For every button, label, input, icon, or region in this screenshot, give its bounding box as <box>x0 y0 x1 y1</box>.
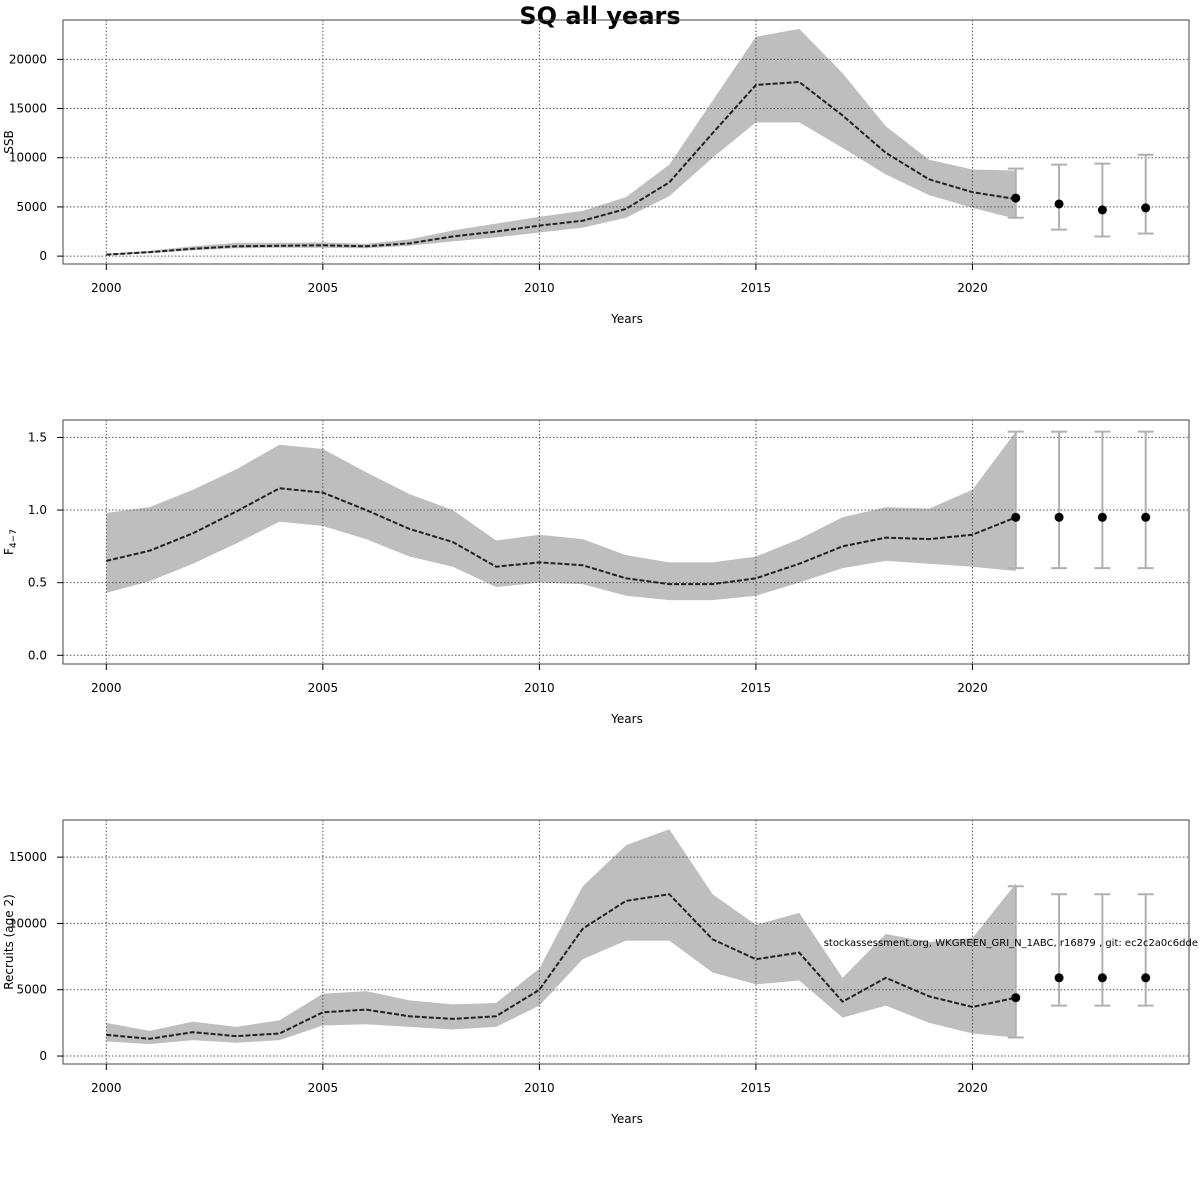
x-tick-label: 2000 <box>91 1081 122 1095</box>
plot-frame <box>62 19 1190 265</box>
watermark-text: stockassessment.org, WKGREEN_GRI_N_1ABC,… <box>824 938 1198 949</box>
y-tick-label: 20000 <box>9 52 47 66</box>
y-tick-label: 1.0 <box>28 503 47 517</box>
estimate-line <box>106 893 1016 1040</box>
plot-frame <box>62 819 1190 1065</box>
y-axis-label-main: F <box>2 548 16 555</box>
x-tick-label: 2015 <box>741 1081 772 1095</box>
y-tick-label: 10000 <box>9 151 47 165</box>
x-axis-label: Years <box>610 712 643 726</box>
y-tick-label: 0.0 <box>28 648 47 662</box>
x-axis-label: Years <box>610 1112 643 1126</box>
forecast-point <box>1097 512 1107 522</box>
panel-1: 2000 2005 2010 2015 2020 0 5000 10000 15000 20000… <box>2 19 1190 326</box>
x-tick-label: 2005 <box>308 281 339 295</box>
confidence-band <box>106 28 1016 256</box>
forecast-point <box>1011 512 1021 522</box>
x-tick-label: 2005 <box>308 1081 339 1095</box>
y-tick-label: 1.5 <box>28 430 47 444</box>
estimate-line <box>106 80 1016 256</box>
y-tick-label: 10000 <box>9 916 47 930</box>
forecast-point <box>1141 973 1151 983</box>
y-axis-label-subscript: 4−7 <box>9 529 19 548</box>
x-tick-label: 2015 <box>741 681 772 695</box>
y-tick-label: 15000 <box>9 102 47 116</box>
forecast-point <box>1097 205 1107 215</box>
x-tick-label: 2015 <box>741 281 772 295</box>
forecast-point <box>1011 193 1021 203</box>
estimate-line <box>106 487 1017 586</box>
panel-3: 2000 2005 2010 2015 2020 0 5000 10000 15000 Years… <box>2 819 1190 1126</box>
confidence-band <box>106 431 1016 601</box>
x-tick-label: 2010 <box>524 281 555 295</box>
y-axis-label: Recruits (age 2) <box>2 894 16 990</box>
x-tick-label: 2020 <box>957 1081 988 1095</box>
x-tick-label: 2020 <box>957 281 988 295</box>
x-tick-label: 2005 <box>308 681 339 695</box>
forecast-point <box>1011 993 1021 1003</box>
x-tick-label: 2020 <box>957 681 988 695</box>
forecast-point <box>1054 973 1064 983</box>
panel-2: 2000 2005 2010 2015 2020 0.0 0.5 1.0 1.5 Years F4−… <box>2 419 1190 726</box>
x-tick-label: 2010 <box>524 1081 555 1095</box>
y-tick-label: 15000 <box>9 850 47 864</box>
y-axis-label: SSB <box>2 130 16 153</box>
y-tick-label: 0 <box>39 249 47 263</box>
forecast-point <box>1054 199 1064 209</box>
y-tick-label: 0.5 <box>28 576 47 590</box>
y-tick-label: 0 <box>39 1049 47 1063</box>
x-tick-label: 2010 <box>524 681 555 695</box>
forecast-point <box>1141 203 1151 213</box>
x-tick-label: 2000 <box>91 681 122 695</box>
chart-title: SQ all years <box>519 2 680 30</box>
plot-frame <box>62 419 1190 665</box>
panels: 2000 2005 2010 2015 202005000100001500020000… <box>2 19 1190 1126</box>
forecast-point <box>1141 512 1151 522</box>
y-tick-label: 5000 <box>16 200 47 214</box>
x-tick-label: 2000 <box>91 281 122 295</box>
x-axis-label: Years <box>610 312 643 326</box>
y-axis-label: F4−7 <box>2 529 19 555</box>
forecast-point <box>1054 512 1064 522</box>
confidence-band <box>106 829 1016 1045</box>
forecast-point <box>1097 973 1107 983</box>
y-tick-label: 5000 <box>16 983 47 997</box>
